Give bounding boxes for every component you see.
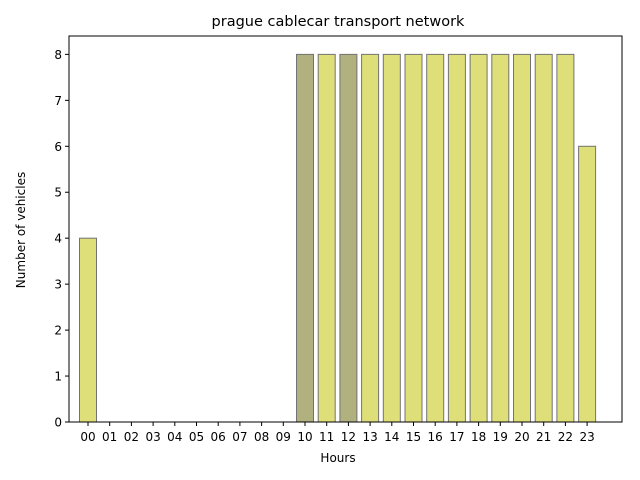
x-tick-label-10: 10 bbox=[297, 430, 312, 444]
x-tick-label-06: 06 bbox=[211, 430, 226, 444]
x-tick-label-02: 02 bbox=[124, 430, 139, 444]
x-tick-label-09: 09 bbox=[276, 430, 291, 444]
x-tick-label-07: 07 bbox=[232, 430, 247, 444]
x-tick-label-05: 05 bbox=[189, 430, 204, 444]
x-tick-label-04: 04 bbox=[167, 430, 182, 444]
bar-12 bbox=[339, 53, 358, 423]
bars-group bbox=[79, 53, 597, 423]
bar-23 bbox=[578, 145, 597, 423]
x-tick-label-23: 23 bbox=[579, 430, 594, 444]
bar-18 bbox=[469, 53, 488, 423]
bar-22 bbox=[556, 53, 575, 423]
x-tick-label-03: 03 bbox=[145, 430, 160, 444]
bar-16 bbox=[426, 53, 445, 423]
bar-19 bbox=[491, 53, 510, 423]
x-tick-label-13: 13 bbox=[362, 430, 377, 444]
bar-00 bbox=[79, 237, 97, 423]
y-tick-label-0: 0 bbox=[54, 416, 62, 430]
bar-15 bbox=[404, 53, 423, 423]
y-tick-label-7: 7 bbox=[54, 94, 62, 108]
x-tick-label-12: 12 bbox=[341, 430, 356, 444]
y-tick-label-8: 8 bbox=[54, 48, 62, 62]
y-tick-label-4: 4 bbox=[54, 232, 62, 246]
x-tick-label-14: 14 bbox=[384, 430, 399, 444]
x-tick-label-17: 17 bbox=[449, 430, 464, 444]
x-tick-label-19: 19 bbox=[493, 430, 508, 444]
x-tick-label-20: 20 bbox=[514, 430, 529, 444]
x-axis: 00 01 02 03 04 05 06 07 08 09 10 11 12 13 14 15 16 17 18 19… bbox=[80, 422, 595, 444]
x-tick-label-08: 08 bbox=[254, 430, 269, 444]
x-tick-label-15: 15 bbox=[406, 430, 421, 444]
bar-17 bbox=[447, 53, 466, 423]
y-axis: 0 1 2 3 4 5 6 7 8 bbox=[54, 48, 69, 430]
x-tick-label-18: 18 bbox=[471, 430, 486, 444]
x-tick-label-00: 00 bbox=[80, 430, 95, 444]
bar-11 bbox=[317, 53, 336, 423]
bar-10 bbox=[296, 53, 314, 423]
x-axis-label: Hours bbox=[320, 451, 355, 465]
y-axis-label: Number of vehicles bbox=[14, 172, 28, 288]
bar-21 bbox=[534, 53, 553, 423]
x-tick-label-01: 01 bbox=[102, 430, 117, 444]
bar-13 bbox=[361, 53, 380, 423]
axes-frame bbox=[68, 35, 623, 423]
y-tick-label-1: 1 bbox=[54, 370, 62, 384]
x-tick-label-22: 22 bbox=[558, 430, 573, 444]
x-tick-label-16: 16 bbox=[428, 430, 443, 444]
x-tick-label-21: 21 bbox=[536, 430, 551, 444]
y-tick-label-6: 6 bbox=[54, 140, 62, 154]
y-tick-label-3: 3 bbox=[54, 278, 62, 292]
y-tick-label-5: 5 bbox=[54, 186, 62, 200]
bar-20 bbox=[513, 53, 531, 423]
y-tick-label-2: 2 bbox=[54, 324, 62, 338]
chart-title: prague cablecar transport network bbox=[212, 14, 466, 30]
x-tick-label-11: 11 bbox=[319, 430, 334, 444]
bar-14 bbox=[382, 53, 401, 423]
